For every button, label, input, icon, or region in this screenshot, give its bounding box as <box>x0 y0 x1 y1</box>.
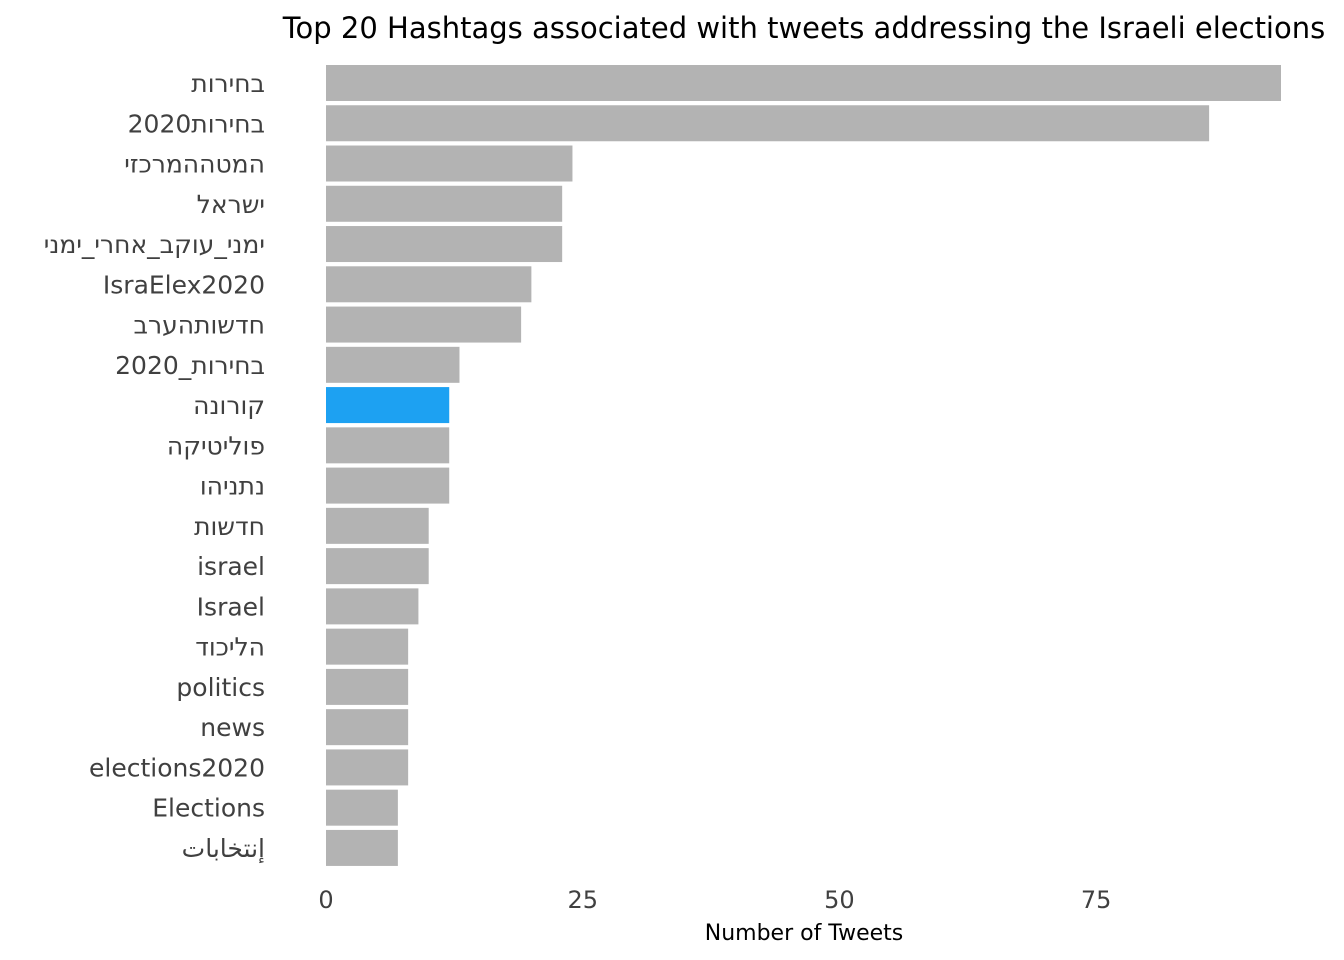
bar <box>326 346 460 383</box>
bar <box>326 226 563 263</box>
category-labels-group: בחירות בחירות2020 המטההמרכזי ישראל ימני_עוקב… <box>44 69 265 864</box>
bar <box>326 427 450 464</box>
bars-group <box>326 65 1281 866</box>
bar <box>326 185 563 222</box>
bar <box>326 628 409 665</box>
category-label: המטההמרכזי <box>124 150 265 179</box>
category-label: בחירות_2020 <box>115 351 265 380</box>
category-label: إنتخابات <box>182 834 265 864</box>
category-label: Elections <box>152 794 265 823</box>
chart-title: Top 20 Hashtags associated with tweets a… <box>282 11 1325 45</box>
category-label: Israel <box>197 592 265 621</box>
category-label: news <box>200 713 265 742</box>
bar <box>326 65 1281 101</box>
category-label: israel <box>197 552 265 581</box>
x-axis-title: Number of Tweets <box>705 921 904 946</box>
bar <box>326 548 429 585</box>
bar <box>326 145 573 182</box>
bar <box>326 709 409 746</box>
x-tick-label: 0 <box>318 886 333 914</box>
bar <box>326 749 409 786</box>
category-label: קורונה <box>193 391 265 420</box>
bar <box>326 266 532 303</box>
category-label: בחירות2020 <box>128 109 265 138</box>
category-label: IsraElex2020 <box>103 270 265 299</box>
category-label: חדשות <box>194 512 265 541</box>
x-tick-label: 25 <box>567 886 598 914</box>
bar <box>326 668 409 705</box>
category-label: ימני_עוקב_אחרי_ימני <box>44 230 265 259</box>
category-label: חדשותהערב <box>134 311 265 340</box>
bar <box>326 829 398 866</box>
x-tick-labels-group: 0 25 50 75 <box>318 886 1111 914</box>
x-tick-label: 75 <box>1081 886 1112 914</box>
category-label: נתניהו <box>200 472 265 501</box>
bar <box>326 507 429 544</box>
x-tick-label: 50 <box>824 886 855 914</box>
category-label: בחירות <box>191 69 265 98</box>
bar <box>326 306 522 343</box>
bar <box>326 467 450 504</box>
bar <box>326 387 450 424</box>
bar <box>326 105 1210 142</box>
category-label: פוליטיקה <box>167 431 265 460</box>
category-label: ישראל <box>197 190 265 219</box>
category-label: elections2020 <box>89 753 265 782</box>
bar <box>326 789 398 826</box>
category-label: politics <box>176 673 265 702</box>
category-label: הליכוד <box>195 633 265 662</box>
bar <box>326 588 419 625</box>
